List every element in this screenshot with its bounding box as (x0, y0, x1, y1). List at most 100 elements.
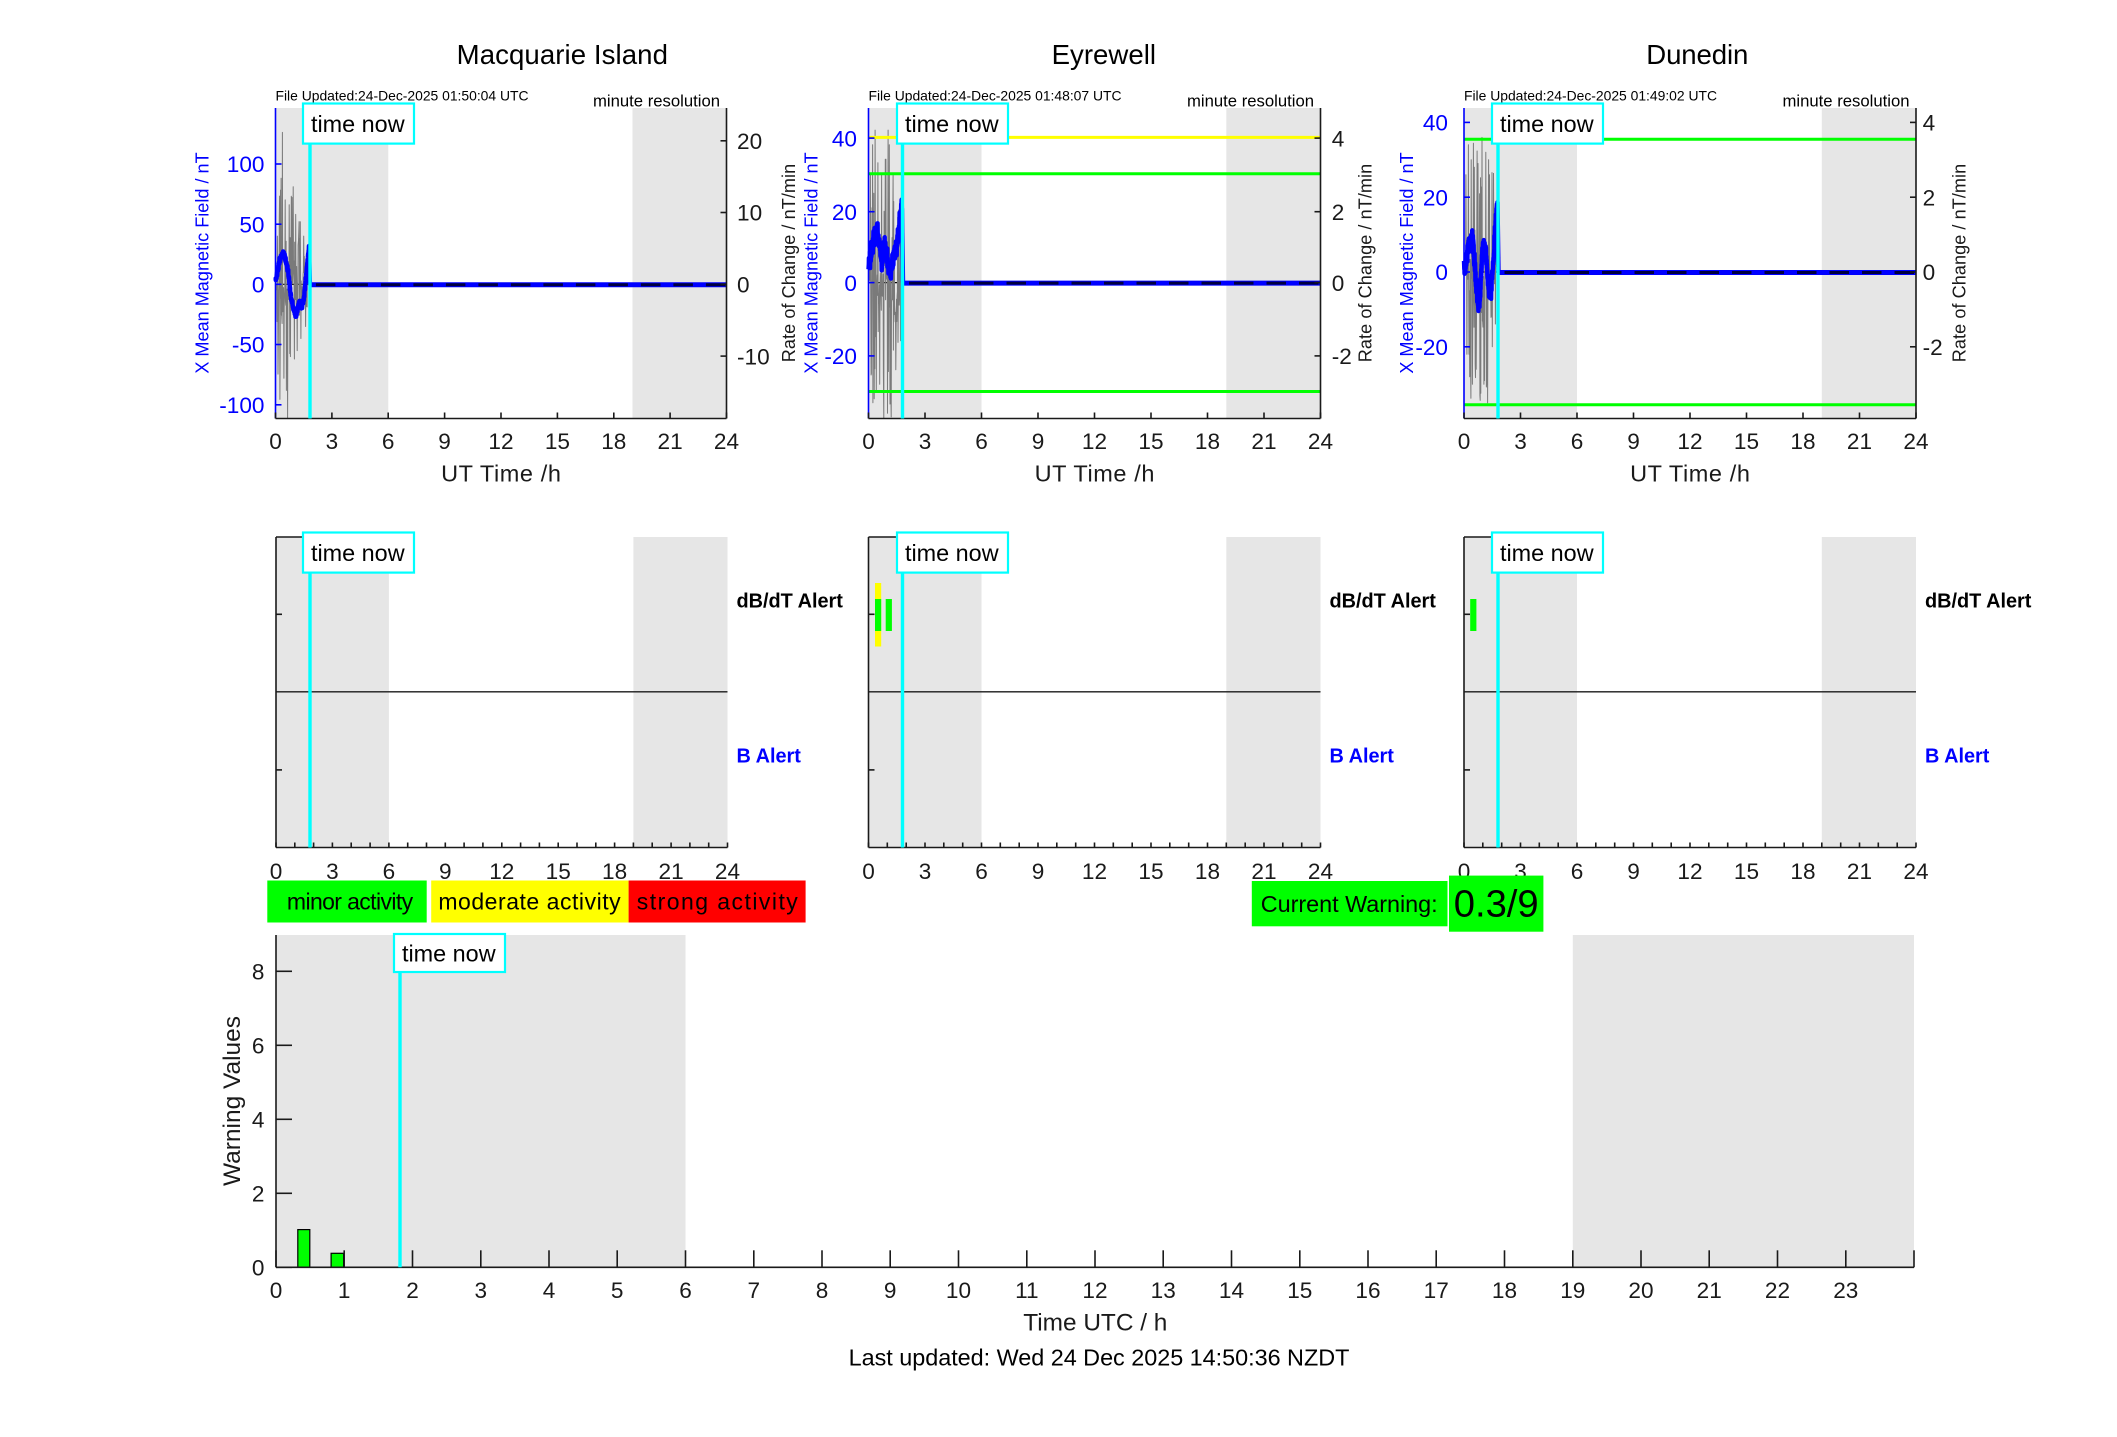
svg-text:13: 13 (1151, 1278, 1176, 1303)
svg-text:-20: -20 (1415, 335, 1448, 360)
svg-text:6: 6 (1571, 859, 1584, 884)
svg-text:2: 2 (1923, 185, 1936, 210)
svg-text:Rate of Change / nT/min: Rate of Change / nT/min (1950, 164, 1970, 362)
svg-text:24: 24 (1903, 859, 1928, 884)
svg-text:18: 18 (1195, 429, 1220, 454)
svg-text:dB/dT Alert: dB/dT Alert (1330, 591, 1437, 613)
svg-text:6: 6 (252, 1034, 265, 1059)
svg-text:0: 0 (270, 859, 283, 884)
svg-text:21: 21 (1847, 859, 1872, 884)
svg-text:B Alert: B Alert (1925, 746, 1990, 768)
svg-text:-20: -20 (824, 344, 857, 369)
svg-text:9: 9 (1627, 429, 1640, 454)
svg-text:0: 0 (1435, 260, 1448, 285)
svg-text:2: 2 (406, 1278, 419, 1303)
svg-text:24: 24 (714, 429, 739, 454)
svg-text:strong activity: strong activity (637, 888, 799, 914)
svg-text:7: 7 (748, 1278, 761, 1303)
svg-text:3: 3 (1514, 429, 1527, 454)
svg-text:10: 10 (737, 201, 762, 226)
svg-text:9: 9 (439, 859, 452, 884)
svg-text:UT Time /h: UT Time /h (1035, 461, 1155, 487)
svg-text:minute resolution: minute resolution (593, 92, 720, 111)
svg-text:15: 15 (1138, 859, 1163, 884)
svg-text:9: 9 (1032, 859, 1045, 884)
svg-text:24: 24 (1903, 429, 1928, 454)
svg-text:16: 16 (1355, 1278, 1380, 1303)
svg-text:0: 0 (1923, 260, 1936, 285)
svg-text:0: 0 (252, 1256, 265, 1281)
svg-text:15: 15 (1734, 429, 1759, 454)
svg-text:6: 6 (1571, 429, 1584, 454)
svg-text:X Mean Magnetic Field / nT: X Mean Magnetic Field / nT (193, 152, 213, 373)
svg-text:UT Time /h: UT Time /h (1630, 461, 1750, 487)
svg-text:Eyrewell: Eyrewell (1052, 39, 1156, 70)
svg-text:0: 0 (862, 859, 875, 884)
svg-text:3: 3 (326, 429, 339, 454)
svg-text:3: 3 (919, 429, 932, 454)
svg-text:Warning Values: Warning Values (219, 1016, 246, 1186)
svg-text:6: 6 (975, 429, 988, 454)
svg-text:20: 20 (1423, 185, 1448, 210)
svg-text:5: 5 (611, 1278, 624, 1303)
svg-text:dB/dT Alert: dB/dT Alert (1925, 591, 2032, 613)
svg-text:0.3/9: 0.3/9 (1454, 883, 1539, 926)
svg-text:time now: time now (311, 540, 405, 566)
svg-text:0: 0 (1332, 271, 1345, 296)
svg-text:3: 3 (326, 859, 339, 884)
svg-text:X Mean Magnetic Field / nT: X Mean Magnetic Field / nT (802, 152, 822, 373)
svg-text:18: 18 (601, 429, 626, 454)
svg-text:9: 9 (1627, 859, 1640, 884)
svg-text:12: 12 (489, 859, 514, 884)
svg-text:40: 40 (832, 126, 857, 151)
svg-text:-2: -2 (1332, 344, 1352, 369)
svg-text:X Mean Magnetic Field / nT: X Mean Magnetic Field / nT (1397, 152, 1417, 373)
svg-text:6: 6 (382, 429, 395, 454)
svg-text:0: 0 (844, 271, 857, 296)
svg-text:6: 6 (383, 859, 396, 884)
svg-text:minor activity: minor activity (287, 888, 414, 914)
svg-text:12: 12 (1677, 429, 1702, 454)
svg-text:22: 22 (1765, 1278, 1790, 1303)
svg-text:6: 6 (975, 859, 988, 884)
svg-text:4: 4 (543, 1278, 556, 1303)
svg-text:15: 15 (1734, 859, 1759, 884)
svg-text:0: 0 (737, 273, 750, 298)
svg-text:15: 15 (1287, 1278, 1312, 1303)
svg-text:time now: time now (905, 540, 999, 566)
svg-text:-50: -50 (232, 333, 265, 358)
svg-text:4: 4 (252, 1108, 265, 1133)
svg-text:UT Time /h: UT Time /h (441, 461, 561, 487)
svg-text:12: 12 (1082, 1278, 1107, 1303)
svg-text:12: 12 (1082, 429, 1107, 454)
svg-text:18: 18 (602, 859, 627, 884)
svg-text:0: 0 (270, 1278, 283, 1303)
svg-text:17: 17 (1424, 1278, 1449, 1303)
svg-text:12: 12 (488, 429, 513, 454)
svg-text:21: 21 (658, 429, 683, 454)
svg-text:20: 20 (737, 129, 762, 154)
svg-text:10: 10 (946, 1278, 971, 1303)
svg-text:0: 0 (252, 273, 265, 298)
svg-text:0: 0 (1458, 429, 1471, 454)
svg-text:40: 40 (1423, 111, 1448, 136)
svg-text:23: 23 (1833, 1278, 1858, 1303)
svg-text:2: 2 (252, 1182, 265, 1207)
svg-text:12: 12 (1082, 859, 1107, 884)
svg-text:0: 0 (862, 429, 875, 454)
svg-text:6: 6 (679, 1278, 692, 1303)
svg-text:14: 14 (1219, 1278, 1244, 1303)
svg-text:100: 100 (227, 152, 265, 177)
svg-text:time now: time now (1500, 111, 1594, 137)
svg-text:Time UTC / h: Time UTC / h (1023, 1309, 1167, 1336)
svg-text:1: 1 (338, 1278, 351, 1303)
svg-text:time now: time now (311, 111, 405, 137)
svg-text:21: 21 (1251, 429, 1276, 454)
svg-text:Rate of Change / nT/min: Rate of Change / nT/min (1356, 164, 1376, 362)
svg-text:4: 4 (1332, 126, 1345, 151)
svg-text:Last updated: Wed 24 Dec 2025: Last updated: Wed 24 Dec 2025 14:50:36 N… (849, 1344, 1350, 1370)
svg-text:B Alert: B Alert (737, 746, 802, 768)
svg-text:File Updated:24-Dec-2025 01:48: File Updated:24-Dec-2025 01:48:07 UTC (869, 88, 1122, 104)
svg-text:12: 12 (1677, 859, 1702, 884)
svg-text:Rate of Change / nT/min: Rate of Change / nT/min (779, 164, 799, 362)
